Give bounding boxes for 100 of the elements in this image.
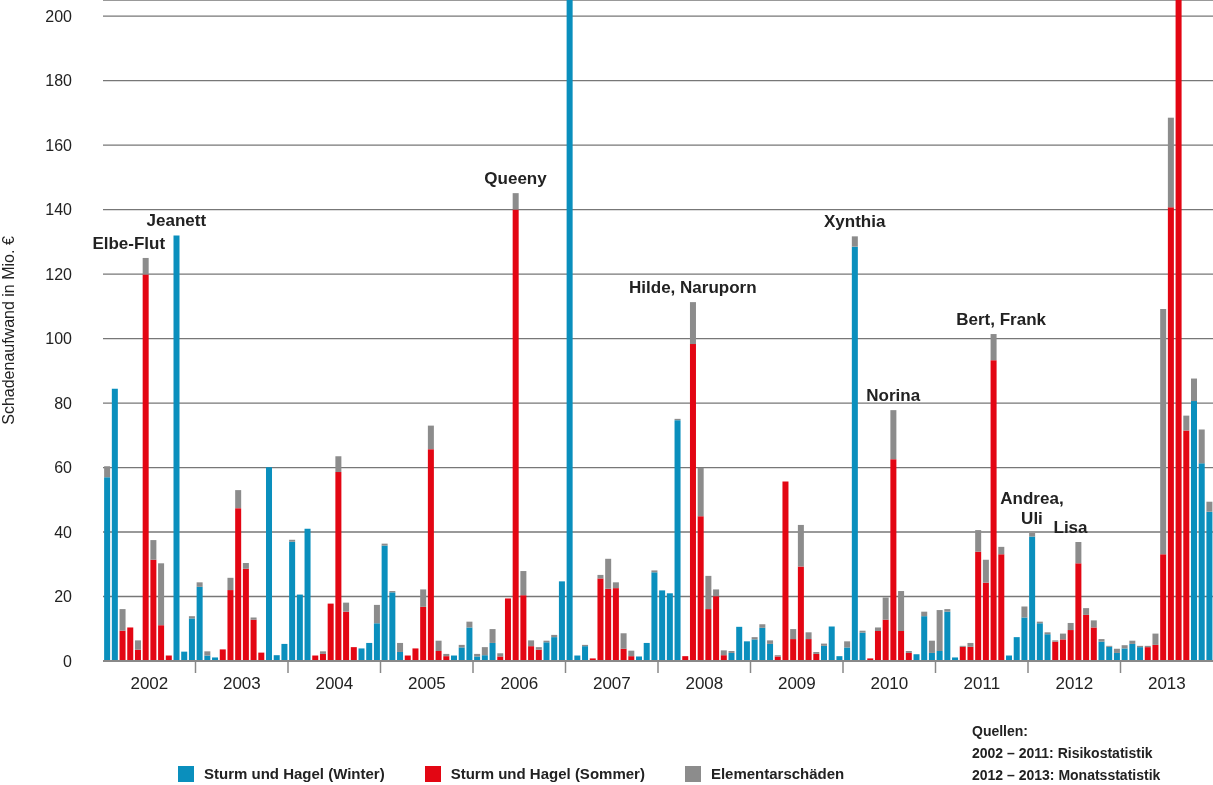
bar bbox=[612, 582, 619, 589]
bar bbox=[697, 467, 704, 517]
bar bbox=[1083, 614, 1090, 661]
bar bbox=[1036, 623, 1043, 661]
y-tick-label: 0 bbox=[63, 652, 73, 670]
bar bbox=[1059, 639, 1066, 661]
bar bbox=[998, 546, 1005, 555]
bar bbox=[1090, 620, 1097, 628]
annotation: Hilde, Naruporn bbox=[629, 278, 757, 298]
bar bbox=[304, 528, 311, 661]
y-tick-label: 160 bbox=[45, 136, 73, 154]
bar bbox=[1021, 606, 1028, 618]
bar bbox=[659, 590, 666, 661]
bar bbox=[1029, 532, 1036, 537]
bar bbox=[420, 606, 427, 661]
bar bbox=[1067, 622, 1074, 631]
bar bbox=[713, 589, 720, 597]
bar bbox=[1160, 554, 1167, 661]
bar bbox=[158, 625, 165, 661]
bar bbox=[497, 653, 504, 657]
x-tick-label: 2003 bbox=[222, 674, 261, 693]
y-tick-label: 100 bbox=[45, 330, 73, 348]
bar bbox=[343, 602, 350, 612]
bar bbox=[319, 651, 326, 654]
bar bbox=[705, 575, 712, 610]
bar bbox=[1183, 415, 1190, 431]
bar bbox=[242, 568, 249, 661]
bar bbox=[790, 639, 797, 661]
bar bbox=[289, 541, 296, 661]
bar bbox=[150, 540, 157, 560]
bar bbox=[227, 577, 234, 591]
bar bbox=[882, 597, 889, 620]
bar bbox=[975, 551, 982, 661]
bar bbox=[1044, 634, 1051, 661]
legend-label: Sturm und Hagel (Winter) bbox=[204, 765, 385, 782]
bar bbox=[797, 566, 804, 661]
bar bbox=[420, 589, 427, 607]
x-tick-label: 2011 bbox=[963, 674, 1001, 693]
bar bbox=[435, 640, 442, 651]
bar bbox=[242, 562, 249, 569]
bar bbox=[1152, 633, 1159, 645]
bar bbox=[296, 594, 303, 661]
y-tick-label: 180 bbox=[45, 72, 73, 90]
bar bbox=[250, 617, 257, 620]
bar bbox=[343, 611, 350, 661]
bar bbox=[104, 477, 111, 661]
x-tick-label: 2013 bbox=[1147, 674, 1186, 693]
bar bbox=[851, 246, 858, 661]
bar bbox=[528, 640, 535, 647]
bar bbox=[874, 627, 881, 632]
annotation: Bert, Frank bbox=[956, 310, 1047, 330]
bar bbox=[266, 467, 273, 661]
bar bbox=[1029, 536, 1036, 661]
bar bbox=[1167, 207, 1174, 661]
bar bbox=[1075, 542, 1082, 564]
bar bbox=[204, 651, 211, 656]
bar bbox=[821, 645, 828, 661]
bar bbox=[158, 563, 165, 626]
bar bbox=[743, 641, 750, 661]
source-note: Quellen: bbox=[972, 722, 1029, 741]
y-tick-label: 140 bbox=[45, 201, 73, 219]
y-tick-label: 60 bbox=[54, 459, 73, 477]
y-tick-label: 80 bbox=[54, 394, 73, 412]
legend-label: Elementarschäden bbox=[710, 765, 845, 782]
bar bbox=[689, 344, 696, 661]
x-tick-label: 2002 bbox=[130, 674, 169, 693]
y-tick-label: 20 bbox=[54, 588, 73, 606]
bar bbox=[689, 302, 696, 345]
bar bbox=[512, 193, 519, 210]
bar bbox=[767, 643, 774, 661]
bar bbox=[982, 559, 989, 583]
bar bbox=[1121, 645, 1128, 649]
bar bbox=[1090, 627, 1097, 661]
legend-label: Sturm und Hagel (Sommer) bbox=[450, 765, 645, 782]
bar bbox=[759, 624, 766, 628]
annotation: Elbe-Flut bbox=[92, 233, 166, 253]
bar bbox=[1191, 378, 1198, 402]
bar bbox=[535, 647, 542, 650]
y-tick-label: 40 bbox=[54, 523, 73, 541]
x-tick-label: 2006 bbox=[500, 674, 539, 693]
bar bbox=[1167, 117, 1174, 208]
annotation: Jeanett bbox=[146, 211, 207, 231]
x-tick-label: 2012 bbox=[1055, 674, 1094, 693]
y-tick-label: 120 bbox=[45, 265, 73, 283]
x-tick-label: 2008 bbox=[685, 674, 724, 693]
x-tick-label: 2004 bbox=[315, 674, 354, 693]
bar bbox=[558, 581, 565, 661]
bar bbox=[713, 596, 720, 661]
x-tick-label: 2005 bbox=[407, 674, 446, 693]
bar bbox=[844, 641, 851, 648]
bar bbox=[1206, 501, 1213, 512]
bar bbox=[427, 449, 434, 661]
bar bbox=[898, 591, 905, 632]
bar bbox=[520, 571, 527, 596]
bar bbox=[350, 647, 357, 661]
bar bbox=[142, 257, 149, 275]
bar bbox=[119, 609, 126, 631]
bar bbox=[612, 588, 619, 661]
annotation: Queeny bbox=[484, 169, 548, 189]
bar bbox=[235, 508, 242, 661]
